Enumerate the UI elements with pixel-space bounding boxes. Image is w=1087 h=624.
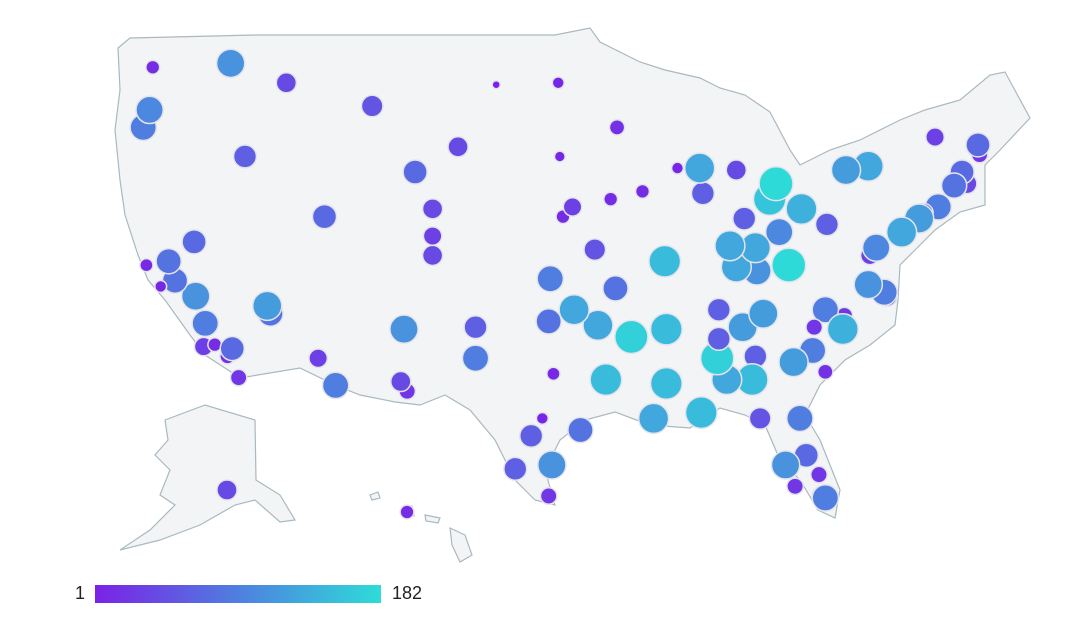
bubble [748, 406, 772, 430]
bubble [519, 423, 544, 449]
bubble [637, 402, 670, 435]
bubble [553, 150, 566, 163]
bubble [421, 244, 444, 267]
bubble [135, 95, 164, 125]
legend-max: 182 [392, 583, 422, 603]
bubble [558, 294, 590, 326]
bubbles [129, 48, 991, 520]
bubble [546, 366, 561, 382]
bubble [608, 119, 626, 136]
bubble [390, 370, 412, 393]
bubble [582, 309, 614, 341]
alaska [119, 404, 296, 551]
bubble [684, 396, 718, 430]
bubble [725, 159, 748, 181]
bubble [810, 465, 828, 484]
bubble [215, 48, 246, 79]
bubble [764, 217, 794, 247]
bubble [649, 312, 683, 346]
bubble [706, 326, 731, 352]
bubble [463, 315, 488, 340]
bubble [771, 247, 807, 283]
bubble [758, 165, 794, 202]
lower-48 [114, 27, 1031, 519]
bubble [447, 135, 469, 158]
bubble [778, 346, 809, 378]
bubble [421, 198, 444, 220]
bubble [602, 275, 629, 302]
bubble [537, 450, 567, 480]
bubble [191, 309, 220, 338]
bubble [389, 314, 419, 344]
bubble [732, 206, 757, 231]
bubble [551, 76, 565, 90]
bubble [826, 312, 859, 346]
bubble [535, 308, 563, 335]
bubble [491, 79, 501, 90]
bubble [461, 344, 490, 373]
bubble [649, 366, 683, 401]
bubble [603, 191, 619, 207]
bubble [219, 335, 246, 362]
bubble [139, 257, 154, 273]
bubble [402, 159, 428, 185]
bubble [648, 244, 682, 278]
bubble [321, 371, 350, 400]
bubble [690, 181, 716, 206]
legend: 1 182 [75, 583, 422, 603]
bubble [567, 416, 594, 444]
bubble [562, 196, 583, 217]
bubble [805, 318, 824, 337]
bubble [770, 450, 801, 480]
bubble [589, 363, 623, 397]
bubble [229, 368, 248, 387]
legend-bar [95, 585, 381, 603]
bubble [232, 144, 258, 169]
bubble [503, 456, 528, 481]
bubble [811, 484, 840, 512]
bubble [925, 127, 946, 148]
bubble [275, 71, 298, 94]
bubble [885, 216, 918, 248]
bubble [706, 297, 731, 322]
bubble [614, 319, 649, 355]
bubble [785, 192, 818, 226]
bubble [181, 229, 207, 255]
bubble [539, 487, 558, 505]
bubble [399, 504, 415, 520]
bubble [145, 59, 161, 75]
bubble [308, 348, 329, 369]
bubble [311, 203, 338, 230]
bubble [422, 226, 443, 246]
bubble [535, 411, 550, 426]
bubble [714, 229, 746, 262]
bubble [816, 363, 834, 381]
bubble [940, 172, 968, 199]
hawaii [369, 491, 473, 563]
bubble [811, 295, 840, 324]
bubble [180, 281, 211, 311]
bubble [830, 154, 862, 186]
us-outline [114, 27, 1031, 563]
bubble [634, 183, 651, 200]
bubble [965, 132, 991, 158]
bubble [670, 161, 685, 175]
bubble [155, 247, 183, 275]
bubble [814, 212, 840, 237]
bubble [786, 404, 814, 433]
legend-min: 1 [75, 583, 85, 603]
bubble [360, 94, 384, 118]
bubble [154, 279, 168, 294]
bubble [583, 238, 607, 262]
bubble [786, 477, 805, 496]
bubble [216, 479, 238, 501]
bubble [251, 290, 283, 322]
bubble [536, 264, 565, 293]
bubble [861, 233, 891, 263]
bubble [684, 152, 716, 184]
bubble [748, 298, 779, 329]
bubble [853, 269, 884, 300]
